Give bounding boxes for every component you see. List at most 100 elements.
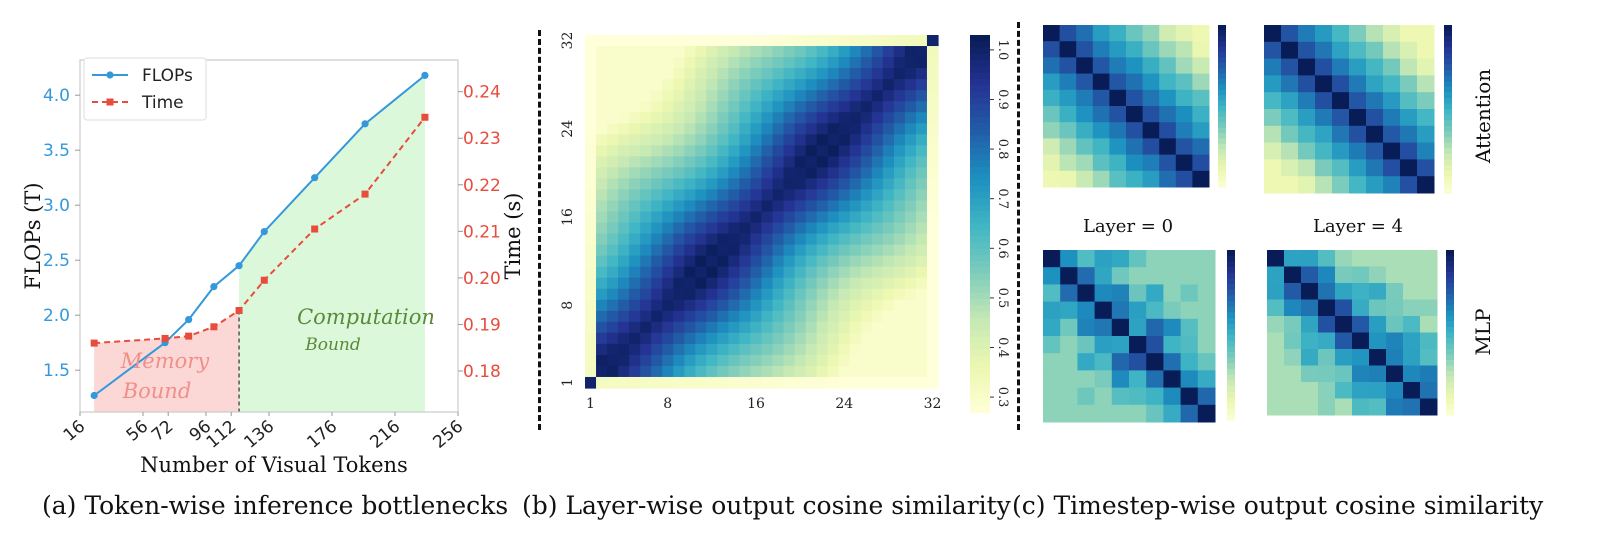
heatmap-b-cell: [684, 189, 696, 202]
heatmap-b-cell: [728, 266, 741, 279]
heatmap-b-cell: [717, 321, 730, 334]
heatmap-att4-cell: [1264, 75, 1282, 93]
colorbar-b-segment: [970, 135, 990, 143]
heatmap-b-cell: [849, 299, 862, 312]
heatmap-b-cell: [893, 156, 906, 168]
heatmap-b-cell: [893, 244, 906, 257]
heatmap-mlp4-cell: [1386, 316, 1404, 333]
heatmap-b-cell: [607, 266, 619, 279]
colorbar-att0-segment: [1218, 79, 1226, 85]
heatmap-b-cell: [640, 354, 652, 367]
heatmap-b-cell: [706, 299, 718, 312]
heatmap-att4-cell: [1281, 41, 1299, 60]
colorbar-mlp0-segment: [1227, 306, 1235, 313]
heatmap-b-cell: [739, 288, 752, 301]
heatmap-b-cell: [783, 310, 796, 323]
heatmap-mlp0-cell: [1077, 370, 1096, 389]
heatmap-mlp4-cell: [1386, 382, 1404, 399]
heatmap-mlp4-cell: [1318, 316, 1336, 333]
colorbar-att0-segment: [1218, 181, 1226, 188]
y2-tick-label: 0.18: [463, 362, 501, 382]
heatmap-b-cell: [772, 310, 785, 323]
memory-bound-label-2: Bound: [122, 379, 192, 403]
heatmap-mlp4-cell: [1335, 299, 1353, 317]
heatmap-b-cell: [816, 365, 829, 378]
heatmap-b-cell: [739, 222, 752, 235]
heatmap-att0-cell: [1159, 57, 1177, 75]
heatmap-att0-cell: [1059, 57, 1077, 75]
heatmap-b-cell: [695, 222, 707, 235]
heatmap-att0-cell: [1142, 73, 1160, 91]
heatmap-b-cell: [618, 343, 630, 356]
heatmap-b-cell: [761, 233, 774, 246]
heatmap-b-cell: [827, 354, 840, 367]
heatmap-b-cell: [904, 112, 917, 124]
heatmap-b-cell: [728, 68, 741, 80]
heatmap-b-cell: [596, 365, 608, 378]
heatmap-b-cell: [783, 90, 796, 102]
heatmap-b-cell: [772, 343, 785, 356]
heatmap-b-cell: [706, 57, 718, 69]
heatmap-att0-cell: [1076, 154, 1094, 172]
heatmap-mlp4-cell: [1301, 332, 1319, 350]
heatmap-b-cell: [695, 156, 707, 168]
heatmap-b-cell: [816, 310, 829, 323]
heatmap-b-cell: [596, 222, 608, 235]
colorbar-mlp0-segment: [1227, 391, 1235, 398]
heatmap-b-cell: [915, 233, 928, 246]
heatmap-b-cell: [827, 211, 840, 224]
heatmap-b-cell: [915, 343, 928, 356]
heatmap-mlp0-cell: [1180, 387, 1199, 406]
colorbar-att0-segment: [1218, 122, 1226, 129]
heatmap-mlp0-cell: [1197, 267, 1216, 285]
heatmap-b-cell: [783, 112, 796, 124]
heatmap-b-cell: [772, 189, 785, 202]
heatmap-mlp0-cell: [1043, 353, 1061, 371]
heatmap-att0-cell: [1126, 25, 1144, 42]
heatmap-b-cell: [585, 123, 597, 135]
heatmap-b-cell: [772, 222, 785, 235]
heatmap-att0-cell: [1142, 57, 1160, 75]
heatmap-mlp0-cell: [1163, 301, 1182, 320]
heatmap-b-cell: [849, 365, 862, 378]
heatmap-b-cell: [904, 321, 917, 334]
heatmap-b-cell: [684, 57, 696, 69]
heatmap-b-cell: [706, 167, 718, 180]
colorbar-b-segment: [970, 399, 990, 407]
heatmap-b-cell: [739, 189, 752, 202]
heatmap-b-cell: [651, 200, 663, 213]
heatmap-b-cell: [783, 200, 796, 213]
heatmap-b-cell: [750, 90, 763, 102]
heatmap-b-cell: [739, 57, 752, 69]
heatmap-b-cell: [871, 200, 884, 213]
heatmap-b-cell: [805, 321, 818, 334]
colorbar-mlp0-segment: [1227, 284, 1235, 291]
heatmap-b-cell: [673, 200, 685, 213]
colorbar-mlp0-segment: [1227, 346, 1235, 353]
heatmap-b-x-tick: 8: [663, 396, 672, 412]
heatmap-att0-cell: [1059, 89, 1077, 107]
heatmap-b-cell: [904, 233, 917, 246]
colorbar-mlp4-segment: [1446, 266, 1454, 273]
heatmap-att4-cell: [1264, 142, 1282, 160]
heatmap-b-cell: [739, 123, 752, 135]
heatmap-mlp0-cell: [1094, 284, 1113, 303]
heatmap-b-cell: [816, 200, 829, 213]
heatmap-mlp0-cell: [1077, 387, 1096, 406]
heatmap-mlp0-cell: [1111, 267, 1130, 285]
heatmap-b-cell: [607, 35, 619, 47]
heatmap-mlp4-cell: [1352, 349, 1370, 366]
heatmap-b-cell: [849, 57, 862, 69]
heatmap-b-cell: [915, 112, 928, 124]
colorbar-b-tick-label: 1.0: [995, 40, 1010, 61]
heatmap-b-cell: [849, 167, 862, 180]
heatmap-b-cell: [596, 35, 608, 47]
heatmap-att4-cell: [1400, 41, 1418, 60]
heatmap-b-cell: [739, 46, 752, 58]
heatmap-b-cell: [717, 233, 730, 246]
heatmap-b-cell: [585, 79, 597, 91]
heatmap-b-cell: [860, 376, 873, 389]
heatmap-att0-cell: [1192, 89, 1210, 107]
heatmap-b-cell: [926, 343, 939, 356]
heatmap-b-cell: [706, 343, 718, 356]
